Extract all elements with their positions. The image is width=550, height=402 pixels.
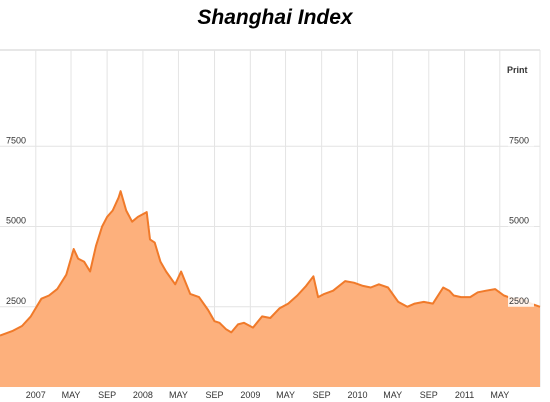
y-tick-label-right: 5000 (509, 216, 529, 226)
y-tick-label-left: 2500 (6, 296, 26, 306)
area-fill (0, 191, 540, 387)
y-tick-label-right: 2500 (509, 296, 529, 306)
y-tick-label-left: 7500 (6, 135, 26, 145)
x-tick-label: SEP (206, 390, 224, 400)
x-tick-label: 2010 (347, 390, 367, 400)
x-tick-label: MAY (169, 390, 188, 400)
x-tick-label: MAY (62, 390, 81, 400)
print-link[interactable]: Print (507, 65, 528, 75)
x-tick-label: MAY (383, 390, 402, 400)
x-tick-label: 2011 (455, 390, 474, 400)
y-tick-label-left: 5000 (6, 216, 26, 226)
x-tick-label: 2008 (133, 390, 153, 400)
y-tick-label-bg (508, 214, 534, 227)
y-tick-label-bg (508, 294, 534, 307)
series-line (0, 190, 541, 337)
chart-title: Shanghai Index (197, 6, 353, 29)
x-tick-label: 2007 (26, 390, 46, 400)
x-tick-label: SEP (313, 390, 331, 400)
y-tick-label-right: 7500 (509, 135, 529, 145)
x-tick-label: SEP (420, 390, 438, 400)
x-tick-label: 2009 (240, 390, 260, 400)
y-tick-label-bg (508, 134, 534, 147)
x-tick-label: MAY (276, 390, 295, 400)
x-tick-label: SEP (98, 390, 116, 400)
x-tick-label: MAY (490, 390, 509, 400)
